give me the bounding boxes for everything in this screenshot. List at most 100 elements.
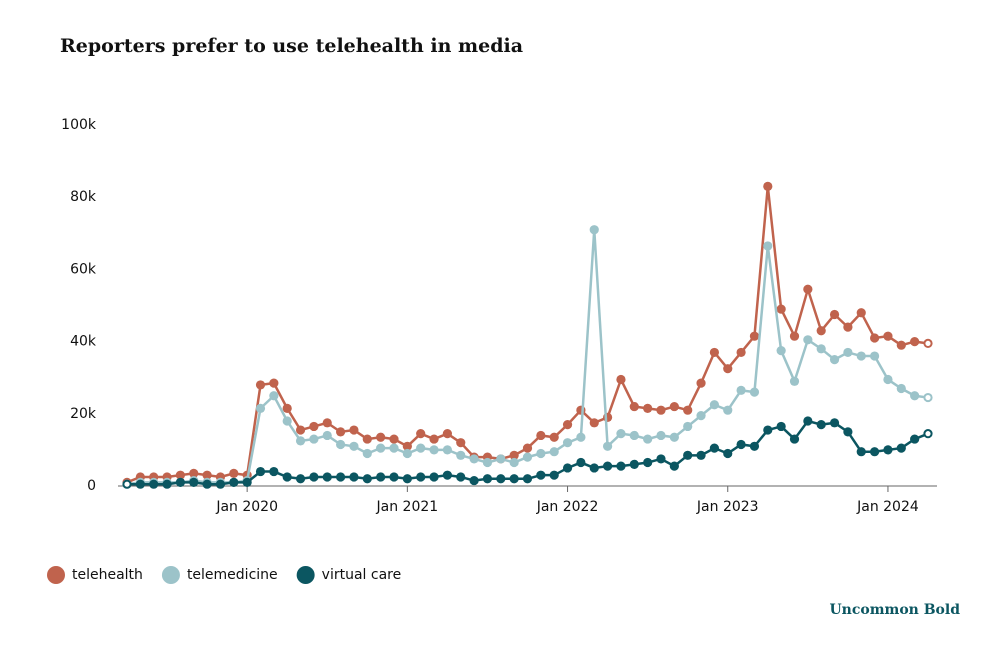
x-tick-label: Jan 2021	[376, 499, 439, 515]
data-point	[816, 420, 826, 430]
data-point	[803, 284, 813, 294]
data-point	[576, 405, 586, 415]
data-point	[616, 429, 626, 439]
data-point	[336, 439, 346, 450]
data-point	[456, 438, 466, 448]
data-point	[923, 429, 933, 439]
data-point	[589, 225, 599, 235]
data-point	[309, 421, 319, 432]
y-tick-label: 40k	[70, 334, 97, 350]
legend-label: telemedicine	[187, 567, 278, 583]
data-point	[402, 474, 412, 484]
data-point	[509, 450, 519, 460]
data-point	[509, 457, 519, 468]
data-point	[189, 468, 199, 478]
data-point	[376, 432, 386, 442]
data-point	[709, 443, 720, 453]
data-point	[803, 335, 813, 345]
data-point	[442, 470, 452, 480]
y-tick-label: 0	[87, 478, 96, 494]
data-point	[643, 457, 653, 468]
data-point	[589, 418, 599, 428]
data-point	[776, 346, 786, 356]
y-tick-label: 20k	[70, 406, 97, 422]
data-point	[776, 421, 786, 432]
data-point	[643, 434, 653, 444]
data-point	[509, 474, 519, 484]
x-tick-label: Jan 2024	[856, 499, 919, 515]
data-point	[469, 475, 479, 486]
data-point	[282, 403, 292, 413]
data-point	[429, 472, 439, 482]
data-point	[669, 461, 679, 471]
data-point	[763, 425, 773, 435]
data-point	[255, 380, 266, 390]
data-point	[255, 403, 266, 413]
data-point	[549, 432, 559, 442]
data-point	[242, 477, 252, 487]
data-point	[336, 427, 346, 437]
data-point	[536, 430, 546, 441]
data-point	[202, 470, 212, 480]
data-point	[295, 474, 306, 484]
data-point	[656, 430, 666, 441]
data-point	[389, 472, 399, 482]
data-point	[322, 418, 332, 428]
data-point	[536, 448, 546, 459]
data-point	[362, 474, 372, 484]
data-point	[175, 477, 185, 487]
data-point	[202, 479, 212, 489]
data-point	[149, 479, 159, 489]
data-point	[349, 472, 359, 482]
data-point	[616, 374, 626, 385]
data-point	[429, 445, 439, 455]
data-point	[910, 391, 920, 401]
legend-swatch	[296, 566, 315, 584]
data-point	[469, 454, 479, 464]
data-point	[749, 331, 760, 341]
data-point	[683, 450, 693, 460]
data-point	[402, 441, 412, 451]
data-point	[549, 447, 559, 457]
data-point	[562, 463, 573, 473]
data-point	[683, 405, 693, 415]
data-point	[616, 461, 626, 471]
data-point	[496, 454, 506, 464]
data-point	[322, 430, 332, 441]
data-point	[883, 331, 893, 341]
data-point	[442, 445, 452, 455]
data-point	[843, 322, 853, 332]
data-point	[416, 443, 426, 453]
data-point	[362, 434, 372, 444]
data-point	[763, 241, 773, 251]
data-point	[723, 448, 733, 459]
data-point	[536, 470, 546, 480]
data-point	[269, 466, 279, 477]
data-point	[122, 479, 132, 489]
data-point	[482, 474, 493, 484]
data-point	[870, 351, 880, 361]
data-point	[429, 434, 439, 444]
y-tick-label: 60k	[70, 261, 97, 277]
data-point	[856, 308, 866, 318]
data-point	[870, 333, 880, 343]
data-point	[629, 401, 639, 412]
data-point	[229, 477, 239, 487]
data-point	[723, 405, 733, 415]
data-point	[629, 430, 639, 441]
data-point	[656, 454, 666, 464]
data-point	[870, 447, 880, 457]
data-point	[789, 434, 800, 444]
data-point	[843, 427, 853, 437]
data-point	[883, 374, 893, 385]
data-point	[175, 470, 185, 480]
data-point	[816, 326, 826, 336]
data-point	[229, 468, 239, 478]
data-point	[603, 441, 613, 451]
data-point	[309, 434, 319, 444]
data-point	[549, 470, 559, 480]
data-point	[562, 420, 573, 430]
data-point	[589, 463, 599, 473]
data-point	[376, 472, 386, 482]
